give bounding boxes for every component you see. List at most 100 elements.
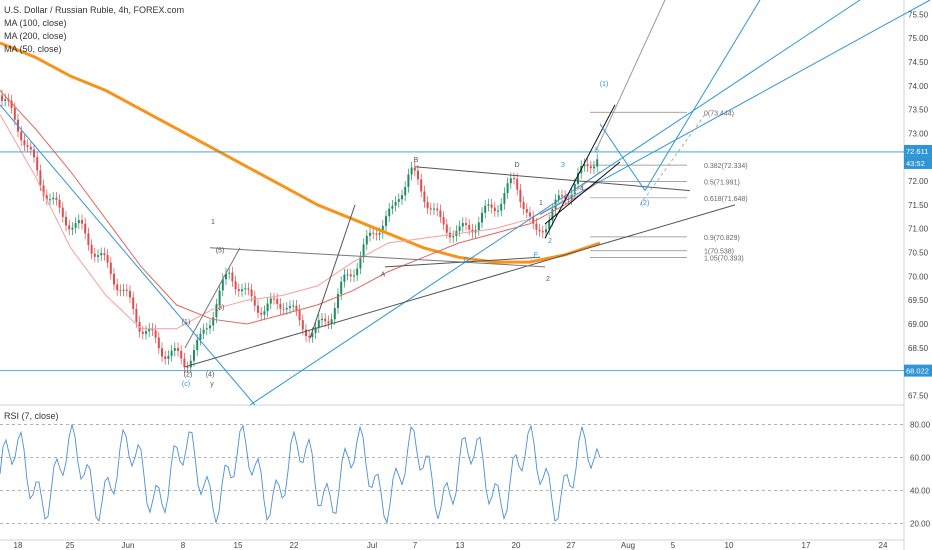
candle-body — [132, 297, 135, 309]
trend-line — [544, 161, 621, 225]
trend-line — [544, 104, 616, 239]
ma200-legend[interactable]: MA (200, close) — [4, 31, 67, 41]
candle-body — [308, 336, 311, 338]
candle-body — [388, 208, 391, 217]
candle-body — [349, 274, 352, 277]
candle-body — [516, 178, 519, 190]
candle-body — [487, 204, 490, 206]
candle-body — [330, 319, 333, 324]
candle-body — [119, 290, 122, 292]
support-price-badge — [904, 364, 932, 377]
candle-body — [433, 208, 435, 210]
candle-body — [202, 329, 205, 334]
candle-body — [305, 329, 307, 337]
y-tick-label: 71.50 — [908, 201, 929, 210]
x-tick-label: 25 — [66, 541, 75, 550]
candle-body — [273, 298, 275, 300]
x-tick-label: 8 — [181, 541, 186, 550]
candle-body — [205, 328, 208, 330]
candle-body — [228, 272, 231, 274]
candle-body — [436, 208, 439, 211]
candle-body — [33, 149, 35, 158]
trend-drawings[interactable] — [0, 0, 931, 406]
x-tick-label: 13 — [456, 541, 465, 550]
candle-body — [276, 299, 279, 304]
fib-level-label: 0(73.444) — [704, 110, 734, 117]
candle-body — [218, 290, 221, 305]
candle-body — [513, 178, 515, 180]
candle-body — [538, 229, 541, 232]
candle-body — [298, 310, 301, 321]
candle-body — [58, 199, 61, 208]
candle-body — [65, 216, 67, 226]
wave-label: (1) — [182, 319, 191, 326]
candle-body — [109, 262, 112, 274]
fib-level-label: 1.05(70.393) — [704, 256, 744, 263]
y-tick-label: 74.50 — [908, 58, 929, 67]
ma50-legend[interactable]: MA (50, close) — [4, 44, 62, 54]
x-tick-label: 10 — [725, 541, 734, 550]
candle-body — [52, 197, 55, 200]
candle-body — [148, 328, 151, 332]
candle-body — [263, 311, 266, 315]
candle-body — [461, 223, 464, 227]
trend-line — [644, 0, 761, 191]
wave-label: (2) — [184, 371, 193, 378]
rsi-tick-label: 20.00 — [910, 520, 931, 529]
candle-body — [586, 164, 589, 167]
candle-body — [541, 231, 544, 233]
rsi-legend[interactable]: RSI (7, close) — [4, 411, 59, 421]
rsi-tick-label: 40.00 — [910, 487, 931, 496]
candle-body — [529, 212, 531, 217]
candle-body — [212, 317, 215, 326]
candle-body — [13, 108, 16, 120]
candle-body — [375, 233, 378, 235]
candle-body — [477, 222, 480, 231]
candle-body — [548, 220, 551, 230]
candle-body — [503, 193, 506, 204]
wave-label: A — [381, 271, 386, 278]
candle-body — [385, 216, 387, 226]
candle-body — [292, 305, 295, 307]
candle-body — [193, 350, 195, 361]
trend-line — [309, 204, 356, 339]
candle-body — [439, 210, 442, 218]
candle-body — [215, 304, 218, 318]
candle-body — [500, 203, 503, 211]
fib-retracement[interactable]: 0(73.444) 0.382(72.334) 0.5(71.991) 0.618(7… — [590, 110, 748, 263]
candle-body — [1, 95, 3, 101]
y-tick-label: 70.00 — [908, 272, 929, 281]
candle-body — [266, 303, 269, 312]
trend-line — [0, 104, 256, 406]
candle-body — [372, 232, 375, 234]
projection-line — [639, 114, 706, 206]
candle-body — [84, 223, 87, 234]
candle-body — [241, 289, 243, 292]
candle-body — [4, 99, 7, 101]
candle-body — [413, 167, 416, 171]
candle-body — [145, 331, 147, 334]
candle-body — [506, 183, 509, 194]
candle-body — [417, 170, 419, 180]
candle-body — [458, 226, 461, 231]
candle-body — [535, 223, 538, 230]
ma100-legend[interactable]: MA (100, close) — [4, 18, 67, 28]
y-tick-label: 75.50 — [908, 10, 929, 19]
candle-body — [493, 207, 496, 212]
ma-line — [0, 114, 601, 330]
candle-body — [285, 307, 288, 310]
wave-label: (4) — [206, 371, 215, 378]
candle-body — [45, 195, 48, 200]
candle-body — [55, 197, 58, 200]
symbol-title[interactable]: U.S. Dollar / Russian Ruble, 4h, FOREX.c… — [4, 5, 185, 15]
candle-body — [295, 305, 298, 311]
candle-body — [301, 320, 304, 330]
candle-body — [337, 294, 339, 309]
candle-body — [209, 325, 211, 329]
x-tick-label: 15 — [234, 541, 243, 550]
candle-body — [39, 170, 42, 186]
candle-body — [359, 257, 362, 269]
candle-body — [234, 281, 237, 290]
candle-body — [189, 360, 192, 368]
